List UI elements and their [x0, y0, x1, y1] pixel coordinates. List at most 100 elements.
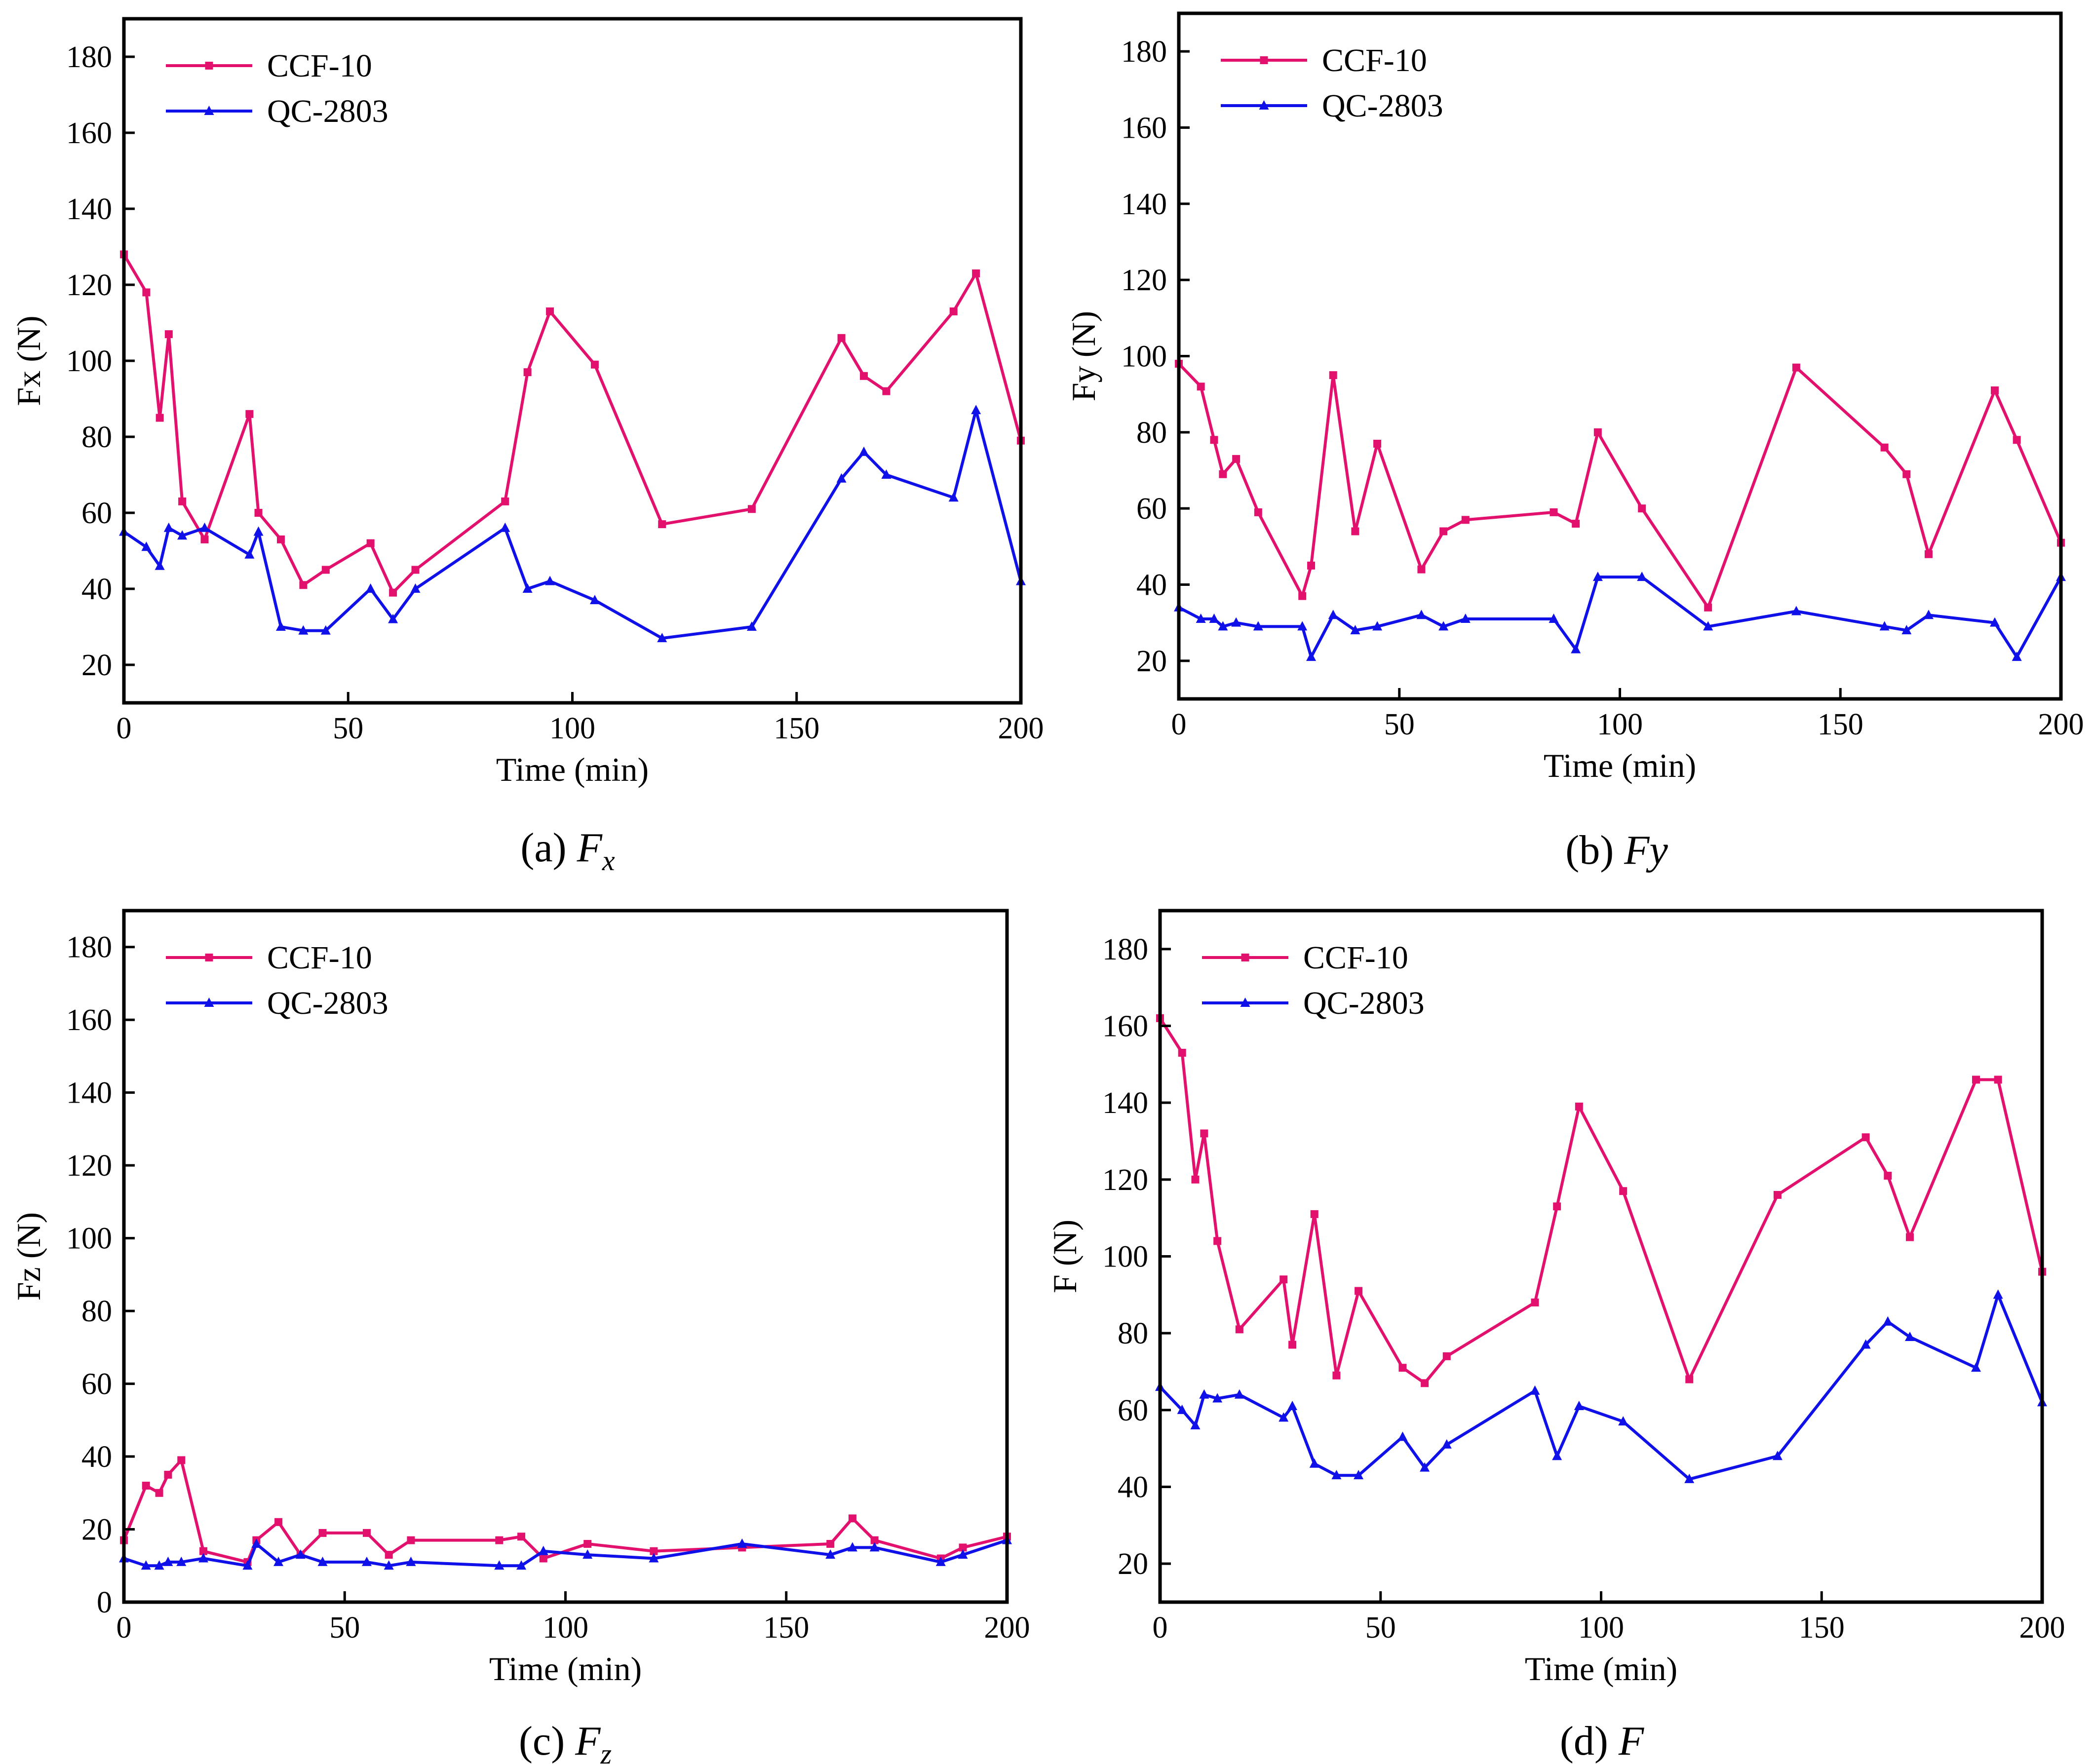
legend-marker-CCF-10	[205, 954, 213, 961]
y-tick-label: 120	[1102, 1163, 1148, 1197]
y-tick-label: 100	[1121, 340, 1167, 374]
plot-frame	[122, 909, 1009, 1604]
x-axis-title: Time (min)	[1525, 1650, 1677, 1687]
data-point-CCF-10	[949, 307, 958, 315]
data-point-QC-2803	[1637, 572, 1647, 581]
chart-panel-2: 0 50 100 150 200 20 40 60 80 100 120 140 160 180 Time …	[1065, 11, 2084, 873]
x-tick-label: 50	[329, 1611, 360, 1645]
y-tick-label: 180	[66, 931, 112, 964]
data-point-QC-2803	[2012, 652, 2022, 661]
data-point-CCF-10	[1254, 508, 1262, 516]
data-point-CCF-10	[1704, 603, 1712, 612]
data-point-CCF-10	[826, 1540, 835, 1548]
data-point-CCF-10	[1593, 428, 1602, 436]
data-point-QC-2803	[494, 1560, 504, 1570]
data-point-QC-2803	[384, 1560, 394, 1570]
data-point-CCF-10	[495, 1536, 504, 1544]
x-axis-title: Time (min)	[489, 1650, 642, 1687]
caption-main: F	[577, 825, 603, 871]
data-point-QC-2803	[1901, 625, 1912, 635]
x-tick-label: 100	[1597, 708, 1643, 741]
data-point-QC-2803	[365, 583, 376, 593]
x-tick-label: 200	[2019, 1611, 2065, 1645]
x-tick-label: 100	[543, 1611, 588, 1645]
series-line-CCF-10	[1159, 1017, 2044, 1385]
data-point-CCF-10	[1880, 443, 1889, 452]
data-point-CCF-10	[517, 1533, 526, 1541]
x-tick-label: 50	[1365, 1611, 1396, 1645]
data-point-CCF-10	[650, 1547, 658, 1555]
y-tick-label: 140	[66, 192, 112, 226]
panel-caption: (d) F	[1560, 1718, 1645, 1764]
y-axis-title: F (N)	[1046, 1220, 1084, 1293]
data-point-QC-2803	[869, 1542, 880, 1552]
data-point-CCF-10	[523, 368, 532, 377]
data-point-CCF-10	[362, 1529, 371, 1537]
data-point-CCF-10	[385, 1551, 393, 1559]
series-line-CCF-10	[122, 1458, 1008, 1564]
data-point-QC-2803	[948, 492, 959, 502]
data-point-CCF-10	[1219, 470, 1227, 478]
data-point-QC-2803	[1350, 625, 1360, 635]
data-point-QC-2803	[522, 583, 533, 593]
data-point-CCF-10	[1235, 1325, 1243, 1334]
data-point-QC-2803	[1993, 1289, 2003, 1299]
data-point-CCF-10	[1861, 1133, 1870, 1142]
legend-marker-QC-2803	[1240, 997, 1250, 1007]
y-tick-label: 160	[66, 116, 112, 150]
data-point-QC-2803	[361, 1556, 372, 1566]
data-point-CCF-10	[155, 414, 164, 422]
data-point-QC-2803	[406, 1556, 416, 1566]
legend-marker-CCF-10	[1260, 56, 1268, 64]
data-point-CCF-10	[2013, 436, 2021, 444]
data-point-QC-2803	[1416, 610, 1427, 619]
y-tick-label: 160	[1121, 112, 1167, 145]
data-point-QC-2803	[388, 614, 398, 623]
data-point-CCF-10	[590, 360, 599, 369]
data-point-CCF-10	[155, 1489, 163, 1497]
x-tick-label: 200	[998, 712, 1044, 745]
data-point-QC-2803	[1552, 1451, 1562, 1460]
data-point-CCF-10	[1398, 1364, 1407, 1372]
data-point-CCF-10	[1417, 565, 1426, 574]
data-point-CCF-10	[1550, 508, 1558, 516]
data-point-QC-2803	[1190, 1419, 1201, 1429]
data-point-QC-2803	[935, 1556, 946, 1566]
data-point-CCF-10	[1355, 1287, 1363, 1295]
data-point-QC-2803	[1231, 617, 1241, 627]
data-point-QC-2803	[176, 1556, 187, 1566]
y-tick-label: 40	[1118, 1471, 1148, 1504]
legend-marker-QC-2803	[1259, 100, 1269, 110]
y-tick-label: 60	[81, 497, 112, 530]
series-CCF-10	[120, 1456, 1011, 1566]
data-point-QC-2803	[1684, 1473, 1695, 1483]
data-point-CCF-10	[1439, 527, 1448, 536]
data-point-QC-2803	[141, 1560, 151, 1570]
x-tick-label: 0	[1153, 1611, 1168, 1645]
data-point-CCF-10	[882, 387, 891, 395]
data-point-QC-2803	[971, 405, 981, 415]
data-point-QC-2803	[1287, 1401, 1298, 1411]
x-tick-label: 150	[1818, 708, 1863, 741]
data-point-QC-2803	[1618, 1416, 1629, 1426]
data-point-QC-2803	[958, 1549, 968, 1559]
data-point-QC-2803	[1883, 1316, 1893, 1326]
data-point-QC-2803	[163, 1556, 173, 1566]
data-point-QC-2803	[1441, 1439, 1452, 1449]
series-line-QC-2803	[123, 409, 1022, 640]
data-point-CCF-10	[1232, 455, 1241, 463]
series-CCF-10	[120, 250, 1025, 597]
data-point-QC-2803	[1234, 1389, 1244, 1399]
series-line-QC-2803	[1178, 575, 2062, 659]
data-point-QC-2803	[657, 633, 667, 643]
y-tick-label: 20	[1118, 1547, 1148, 1581]
y-tick-label: 140	[1121, 188, 1167, 221]
data-point-QC-2803	[1703, 621, 1713, 631]
data-point-CCF-10	[1288, 1341, 1297, 1349]
x-tick-label: 0	[116, 712, 132, 745]
data-point-QC-2803	[582, 1549, 593, 1559]
data-point-QC-2803	[1196, 613, 1206, 623]
y-tick-label: 60	[81, 1368, 112, 1401]
data-point-CCF-10	[1280, 1275, 1288, 1284]
y-axis-title: Fx (N)	[10, 315, 47, 406]
